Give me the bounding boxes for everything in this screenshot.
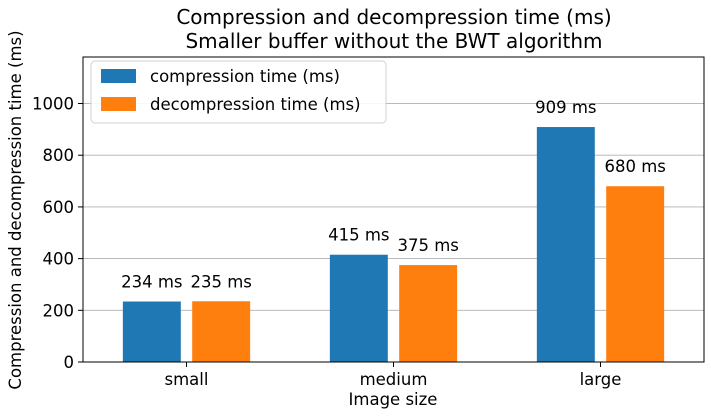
data-labels: 234 ms 235 ms 415 ms 375 ms 909 ms 680 ms bbox=[121, 98, 666, 291]
bar-decompression-large bbox=[606, 186, 665, 362]
data-label-compression-large: 909 ms bbox=[535, 98, 596, 117]
legend-swatch-decompression bbox=[101, 97, 136, 111]
bar-decompression-medium bbox=[399, 265, 458, 362]
x-tick-label: small bbox=[165, 370, 209, 389]
bar-compression-small bbox=[122, 301, 181, 362]
chart-title-line2: Smaller buffer without the BWT algorithm bbox=[185, 29, 602, 53]
data-label-compression-small: 234 ms bbox=[121, 273, 182, 292]
y-tick-label: 600 bbox=[43, 198, 75, 217]
data-label-decompression-medium: 375 ms bbox=[397, 236, 458, 255]
x-tick-label: medium bbox=[360, 370, 428, 389]
y-tick-label: 200 bbox=[43, 301, 75, 320]
data-label-decompression-large: 680 ms bbox=[604, 157, 665, 176]
legend-frame bbox=[90, 60, 387, 124]
y-tick-label: 0 bbox=[64, 353, 75, 372]
x-tick-label: large bbox=[580, 370, 622, 389]
legend-label-decompression: decompression time (ms) bbox=[150, 95, 361, 114]
y-tick-label: 800 bbox=[43, 146, 75, 165]
y-axis-label: Compression and decompression time (ms) bbox=[6, 30, 25, 389]
bar-compression-medium bbox=[329, 254, 388, 362]
x-axis-label: Image size bbox=[349, 390, 438, 409]
y-axis-ticks: 0 200 400 600 800 1000 bbox=[32, 95, 83, 372]
bar-compression-large bbox=[536, 127, 595, 363]
bars bbox=[122, 127, 665, 363]
y-tick-label: 1000 bbox=[32, 95, 74, 114]
x-axis-ticks: small medium large bbox=[165, 362, 622, 389]
bar-decompression-small bbox=[192, 301, 251, 362]
chart-title-line1: Compression and decompression time (ms) bbox=[176, 5, 611, 29]
legend-swatch-compression bbox=[101, 69, 136, 83]
y-tick-label: 400 bbox=[43, 250, 75, 269]
data-label-compression-medium: 415 ms bbox=[328, 226, 389, 245]
data-label-decompression-small: 235 ms bbox=[190, 272, 251, 291]
legend-label-compression: compression time (ms) bbox=[150, 67, 340, 86]
legend: compression time (ms) decompression time… bbox=[90, 60, 387, 124]
